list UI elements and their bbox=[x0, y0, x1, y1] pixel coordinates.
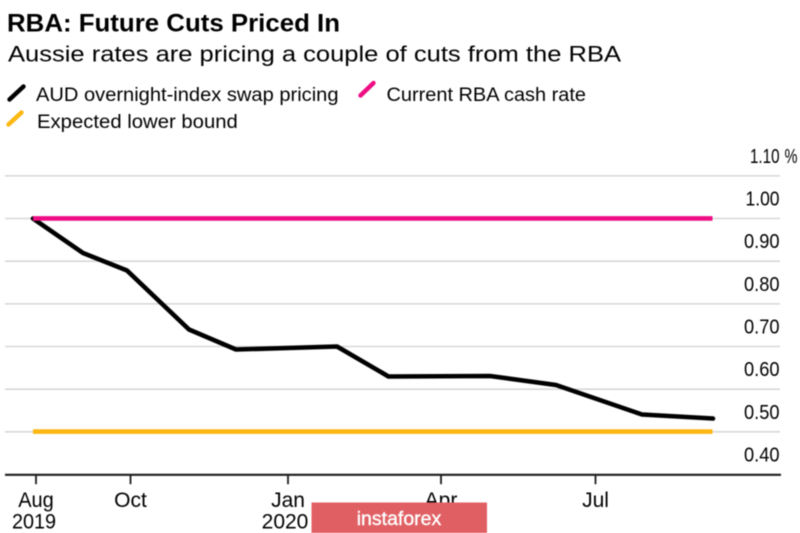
svg-text:Aug: Aug bbox=[18, 489, 54, 512]
svg-text:Oct: Oct bbox=[114, 489, 147, 512]
svg-text:2020: 2020 bbox=[262, 511, 309, 533]
svg-text:0.70: 0.70 bbox=[744, 317, 780, 339]
svg-text:Expected lower bound: Expected lower bound bbox=[37, 112, 238, 133]
svg-text:AUD overnight-index swap prici: AUD overnight-index swap pricing bbox=[36, 85, 339, 106]
svg-text:Aussie rates are pricing a cou: Aussie rates are pricing a couple of cut… bbox=[8, 42, 621, 67]
svg-text:2019: 2019 bbox=[12, 511, 56, 533]
svg-text:Current RBA cash rate: Current RBA cash rate bbox=[387, 85, 587, 106]
svg-text:0.40: 0.40 bbox=[744, 445, 780, 467]
svg-text:0.80: 0.80 bbox=[744, 274, 780, 296]
svg-text:0.90: 0.90 bbox=[744, 231, 780, 253]
svg-text:%: % bbox=[785, 146, 798, 168]
svg-text:0.50: 0.50 bbox=[744, 402, 780, 424]
svg-text:instaforex: instaforex bbox=[357, 508, 442, 530]
svg-text:Jan: Jan bbox=[271, 489, 305, 512]
svg-text:1.10: 1.10 bbox=[750, 146, 780, 168]
svg-text:Jul: Jul bbox=[582, 489, 609, 512]
svg-text:1.00: 1.00 bbox=[746, 189, 780, 211]
svg-text:RBA: Future Cuts Priced In: RBA: Future Cuts Priced In bbox=[7, 10, 340, 38]
svg-text:0.60: 0.60 bbox=[744, 359, 780, 381]
